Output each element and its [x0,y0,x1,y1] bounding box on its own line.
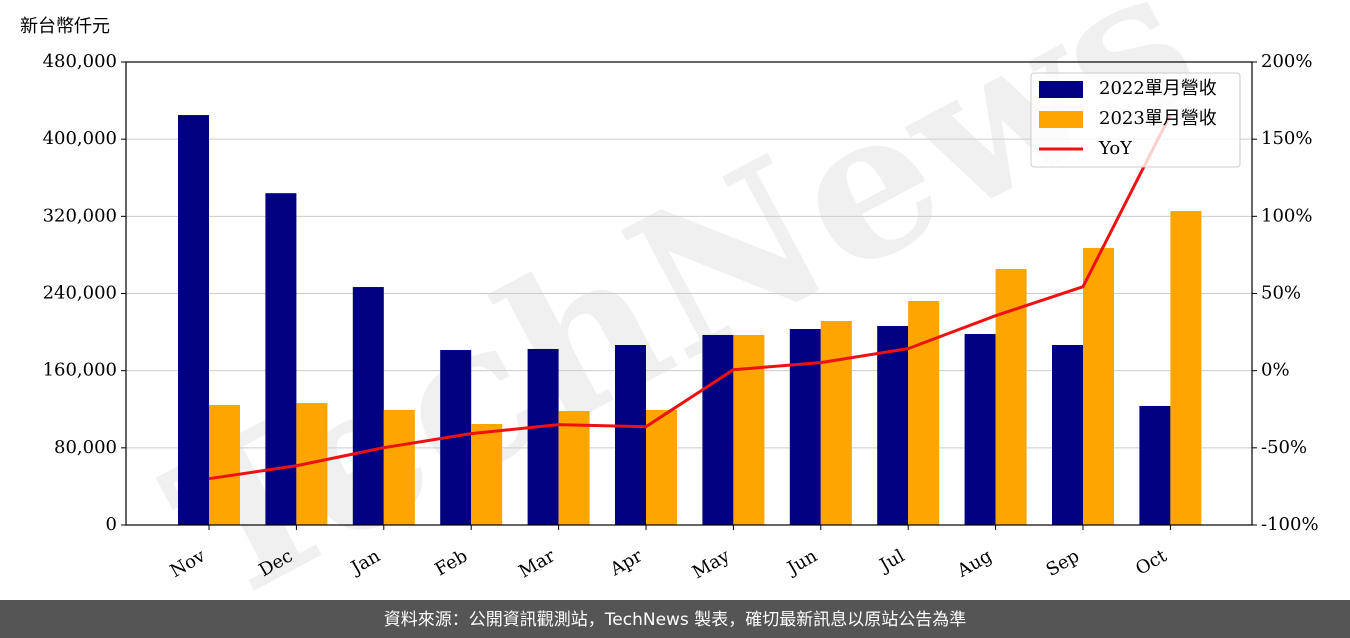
bar [1170,211,1202,525]
x-tick-label: Sep [1043,545,1083,580]
legend-box [1030,72,1241,168]
bar [646,410,677,525]
y-tick-label: 160,000 [43,360,117,381]
x-tick-label: Oct [1132,545,1171,580]
legend-label: 2022單月營收 [1099,78,1217,99]
footer-bar [0,600,1350,638]
bar [877,326,909,525]
bar [615,345,646,525]
bar [908,301,940,525]
y2-tick-label: 0% [1261,360,1290,381]
x-tick-label: Mar [515,545,559,582]
x-tick-label: Apr [606,545,646,580]
legend-swatch [1039,81,1083,98]
y-tick-label: 480,000 [43,51,117,72]
legend-label: 2023單月營收 [1099,108,1217,129]
legend-swatch [1039,111,1083,128]
x-tick-label: Feb [432,545,472,580]
bar [471,424,503,525]
bar [209,405,240,525]
bar [789,328,821,525]
footer: 資料來源：公開資訊觀測站，TechNews 製表，確切最新訊息以原站公告為準 [384,610,966,630]
y-tick-label: 400,000 [43,128,117,149]
bar [1139,405,1171,525]
y-tick-label: 240,000 [43,283,117,304]
y-tick-label: 320,000 [43,205,117,226]
bar [352,287,384,525]
line [208,113,1172,481]
y2-tick-label: -100% [1261,514,1319,535]
y2-tick-label: 200% [1261,51,1312,72]
bar [265,193,297,525]
y2-tick-label: 150% [1261,128,1312,149]
x-tick-label: May [689,545,734,583]
y-tick-label: 80,000 [54,437,117,458]
legend-label: YoY [1098,138,1133,159]
bar [964,334,996,525]
y2-tick-label: 100% [1261,205,1312,226]
x-tick-label: Jul [875,545,909,577]
y-axis-title: 新台幣仟元 [20,16,110,37]
bar [558,410,590,525]
bar [733,334,765,525]
x-tick-label: Jun [782,545,821,580]
bar [702,334,734,525]
plot-frame [125,61,1253,526]
x-tick-label: Aug [953,545,996,582]
bar [1052,345,1083,525]
y2-tick-label: -50% [1261,437,1307,458]
y-tick-label: 0 [106,514,117,535]
bar [527,348,559,525]
bar [383,410,415,525]
bar [1083,247,1114,525]
bar [820,320,852,525]
bar [178,115,209,525]
y2-tick-label: 50% [1261,283,1301,304]
